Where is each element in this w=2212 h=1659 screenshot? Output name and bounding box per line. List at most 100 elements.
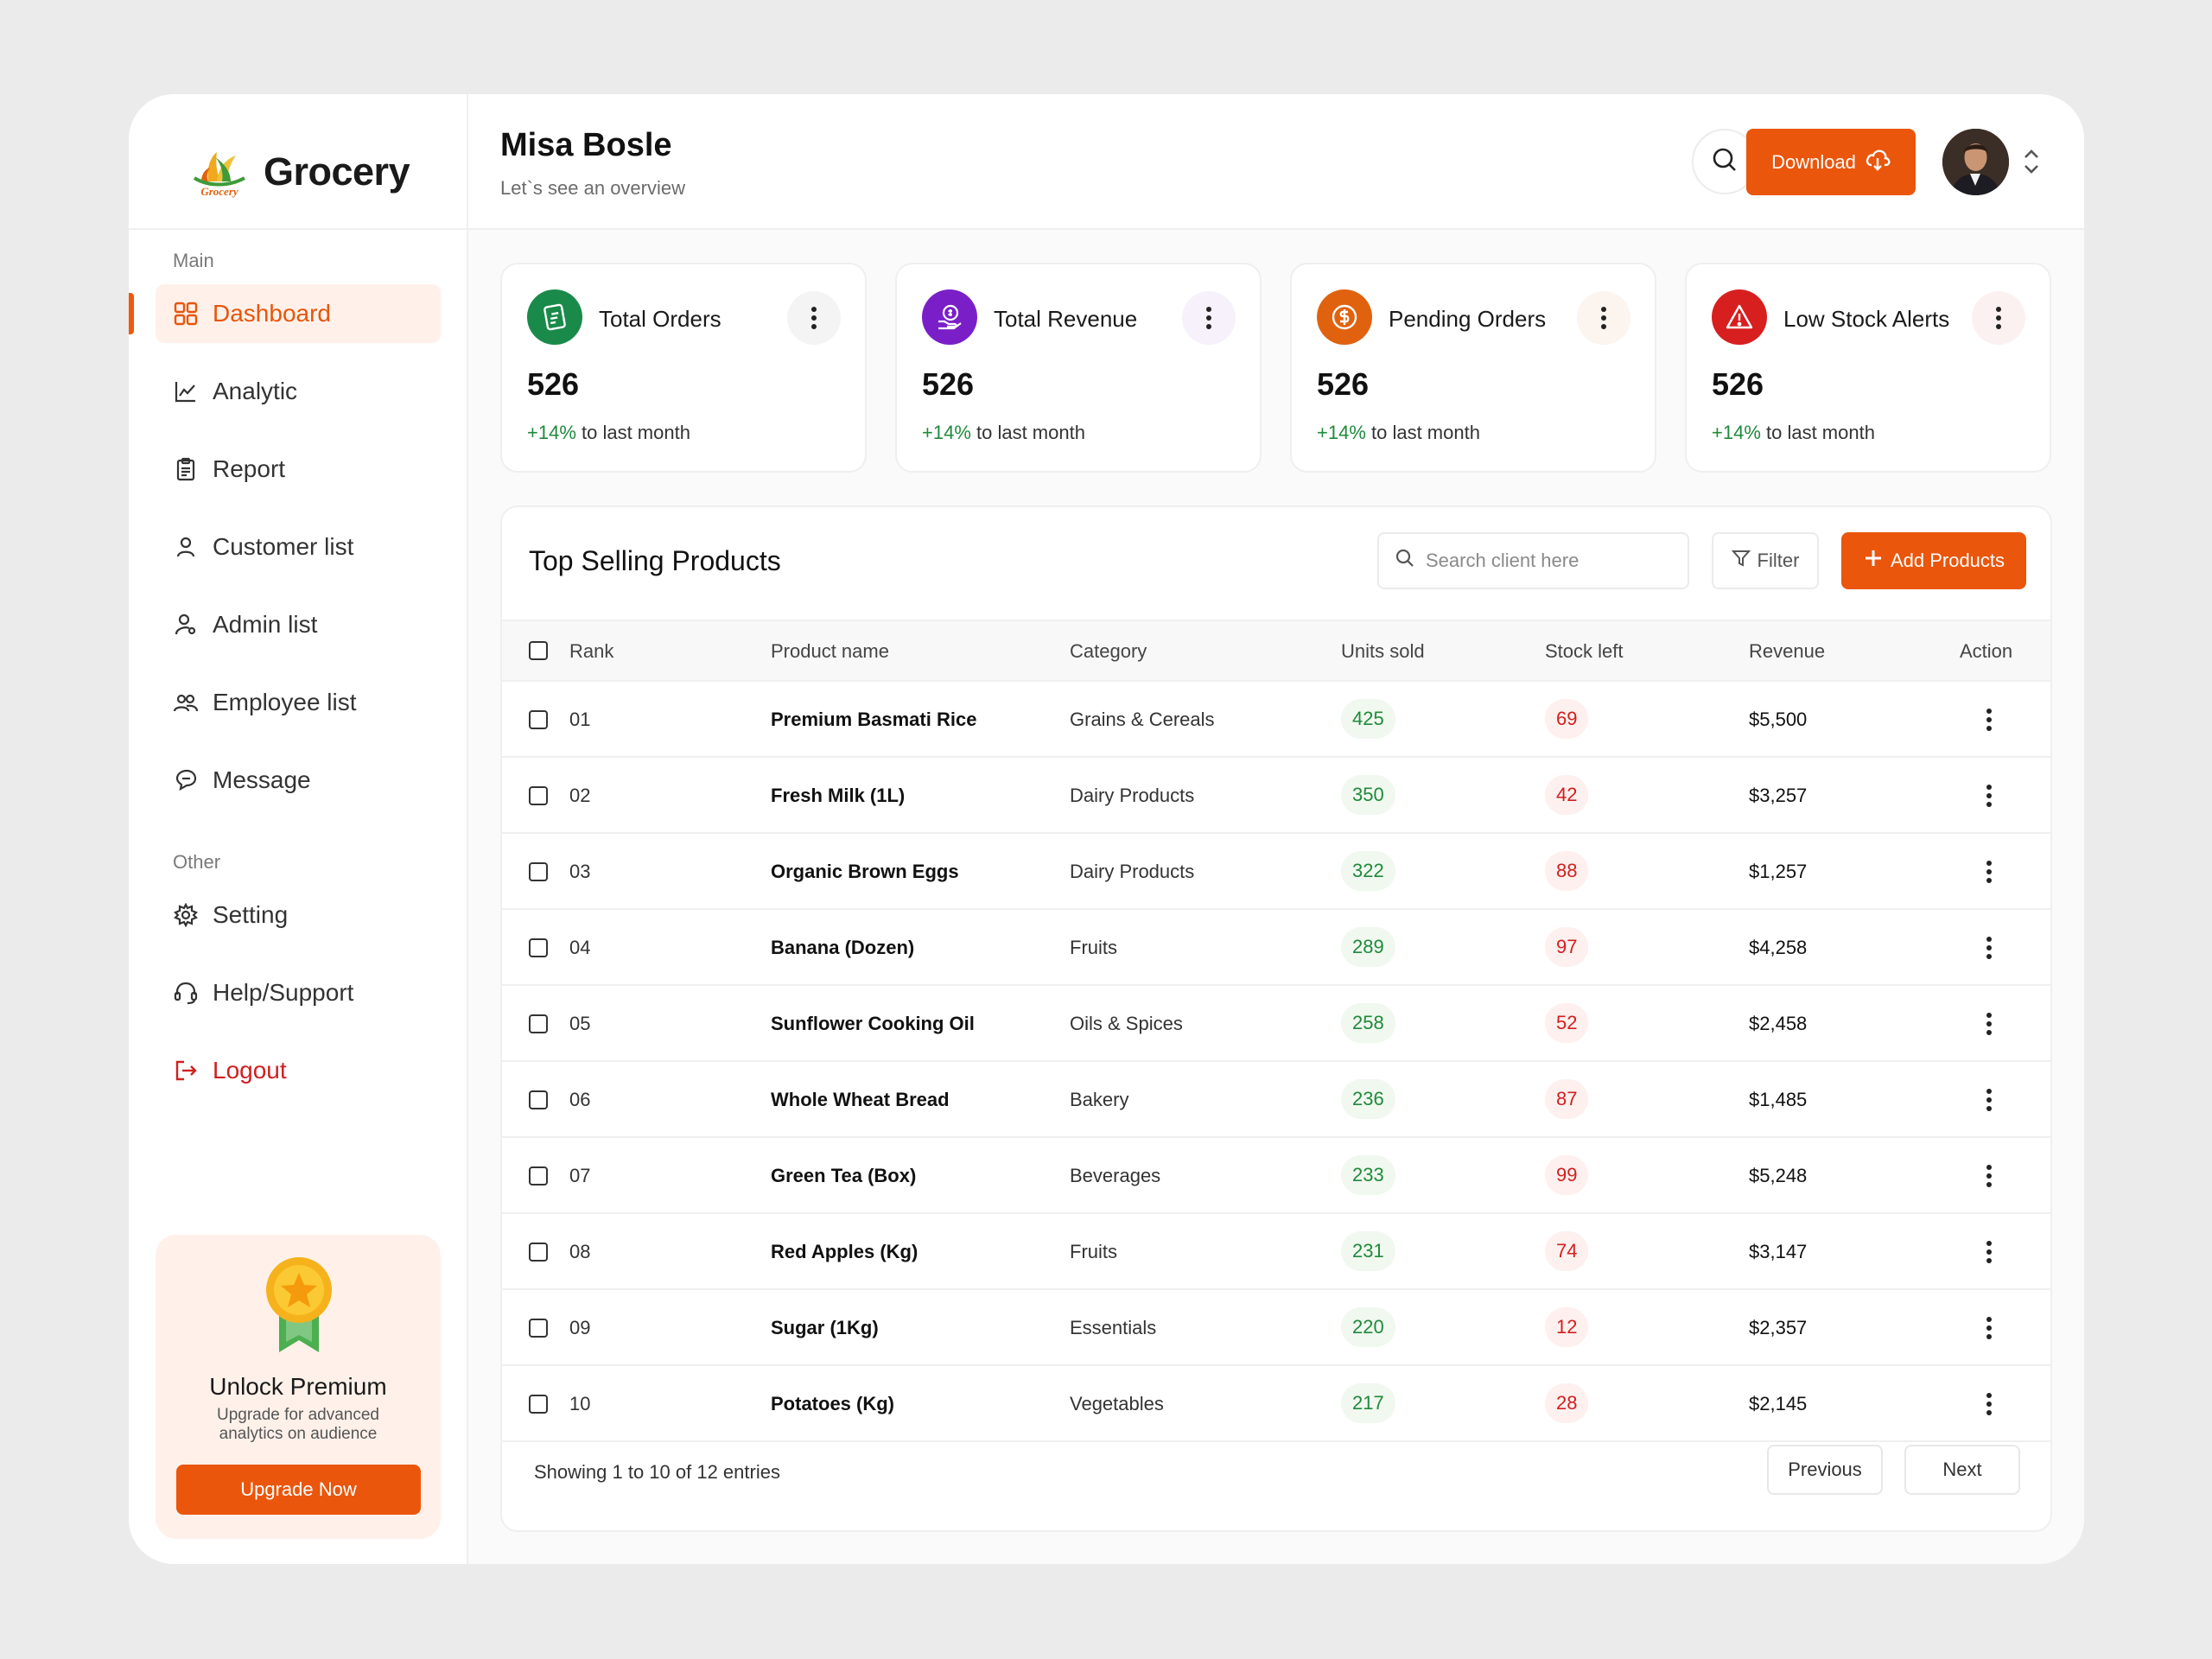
more-vertical-icon[interactable] bbox=[1985, 860, 1993, 884]
add-products-label: Add Products bbox=[1890, 550, 2005, 571]
more-vertical-icon[interactable] bbox=[1182, 291, 1236, 345]
search-input[interactable]: Search client here bbox=[1377, 532, 1689, 589]
download-button[interactable]: Download bbox=[1746, 129, 1916, 195]
row-checkbox[interactable] bbox=[529, 710, 548, 729]
user-icon bbox=[173, 534, 199, 560]
row-checkbox[interactable] bbox=[529, 938, 548, 957]
more-vertical-icon[interactable] bbox=[1985, 708, 1993, 732]
table-header: Rank Product name Category Units sold St… bbox=[502, 620, 2050, 682]
category-cell: Essentials bbox=[1070, 1317, 1157, 1338]
more-vertical-icon[interactable] bbox=[1985, 1012, 1993, 1036]
dollar-icon bbox=[1317, 289, 1372, 345]
table-row[interactable]: 09 Sugar (1Kg) Essentials 220 12 $2,357 bbox=[502, 1290, 2050, 1366]
table-row[interactable]: 10 Potatoes (Kg) Vegetables 217 28 $2,145 bbox=[502, 1366, 2050, 1442]
active-indicator bbox=[129, 293, 134, 334]
row-checkbox[interactable] bbox=[529, 1014, 548, 1033]
filter-button[interactable]: Filter bbox=[1712, 532, 1819, 589]
column-header-product-name[interactable]: Product name bbox=[771, 640, 889, 662]
table-row[interactable]: 05 Sunflower Cooking Oil Oils & Spices 258 5… bbox=[502, 986, 2050, 1062]
more-vertical-icon[interactable] bbox=[1985, 1316, 1993, 1340]
premium-title: Unlock Premium bbox=[209, 1373, 387, 1400]
revenue-cell: $2,357 bbox=[1749, 1317, 1808, 1338]
row-checkbox[interactable] bbox=[529, 786, 548, 805]
revenue-cell: $3,257 bbox=[1749, 785, 1808, 806]
select-all-checkbox[interactable] bbox=[529, 641, 548, 660]
column-header-stock-left[interactable]: Stock left bbox=[1545, 640, 1624, 662]
add-products-button[interactable]: Add Products bbox=[1841, 532, 2026, 589]
stock-left-badge: 87 bbox=[1545, 1079, 1589, 1119]
sidebar-item-label: Employee list bbox=[213, 689, 357, 715]
orders-icon bbox=[527, 289, 582, 345]
row-checkbox[interactable] bbox=[529, 1090, 548, 1109]
row-checkbox[interactable] bbox=[529, 1243, 548, 1262]
column-header-units-sold[interactable]: Units sold bbox=[1341, 640, 1425, 662]
rank-cell: 05 bbox=[569, 1013, 591, 1034]
stat-value: 526 bbox=[527, 366, 580, 402]
product-name-cell: Fresh Milk (1L) bbox=[771, 785, 906, 806]
brand[interactable]: Grocery Grocery bbox=[191, 133, 410, 211]
chevron-updown-icon[interactable] bbox=[2020, 146, 2043, 177]
next-button[interactable]: Next bbox=[1904, 1445, 2020, 1495]
more-vertical-icon[interactable] bbox=[787, 291, 841, 345]
sidebar-item-setting[interactable]: Setting bbox=[156, 886, 441, 944]
sidebar-item-logout[interactable]: Logout bbox=[156, 1041, 441, 1100]
table-row[interactable]: 03 Organic Brown Eggs Dairy Products 322 88 $… bbox=[502, 834, 2050, 910]
column-header-category[interactable]: Category bbox=[1070, 640, 1147, 662]
more-vertical-icon[interactable] bbox=[1985, 1240, 1993, 1264]
revenue-cell: $3,147 bbox=[1749, 1241, 1808, 1262]
stock-left-badge: 97 bbox=[1545, 927, 1589, 967]
sidebar-item-dashboard[interactable]: Dashboard bbox=[156, 284, 441, 343]
column-header-revenue[interactable]: Revenue bbox=[1749, 640, 1826, 662]
sidebar-item-label: Setting bbox=[213, 901, 289, 928]
more-vertical-icon[interactable] bbox=[1972, 291, 2025, 345]
more-vertical-icon[interactable] bbox=[1985, 936, 1993, 960]
product-name-cell: Red Apples (Kg) bbox=[771, 1241, 918, 1262]
more-vertical-icon[interactable] bbox=[1577, 291, 1630, 345]
sidebar: Grocery Grocery Main Dashboard Analytic … bbox=[129, 94, 468, 1564]
stat-title: Low Stock Alerts bbox=[1783, 306, 1950, 332]
product-name-cell: Sugar (1Kg) bbox=[771, 1317, 879, 1338]
chat-icon bbox=[173, 767, 199, 793]
table-row[interactable]: 08 Red Apples (Kg) Fruits 231 74 $3,147 bbox=[502, 1214, 2050, 1290]
category-cell: Dairy Products bbox=[1070, 861, 1195, 882]
more-vertical-icon[interactable] bbox=[1985, 1392, 1993, 1416]
sidebar-item-report[interactable]: Report bbox=[156, 440, 441, 499]
download-label: Download bbox=[1771, 150, 1856, 173]
sidebar-item-message[interactable]: Message bbox=[156, 751, 441, 810]
more-vertical-icon[interactable] bbox=[1985, 1088, 1993, 1112]
row-checkbox[interactable] bbox=[529, 862, 548, 881]
category-cell: Grains & Cereals bbox=[1070, 709, 1215, 730]
product-name-cell: Whole Wheat Bread bbox=[771, 1089, 950, 1110]
sidebar-item-admin-list[interactable]: Admin list bbox=[156, 595, 441, 654]
header: Misa Bosle Let`s see an overview Downloa… bbox=[468, 94, 2084, 230]
table-row[interactable]: 04 Banana (Dozen) Fruits 289 97 $4,258 bbox=[502, 910, 2050, 986]
sidebar-item-help-support[interactable]: Help/Support bbox=[156, 963, 441, 1022]
revenue-cell: $1,485 bbox=[1749, 1089, 1808, 1110]
rank-cell: 10 bbox=[569, 1393, 591, 1414]
category-cell: Fruits bbox=[1070, 1241, 1117, 1262]
rank-cell: 09 bbox=[569, 1317, 591, 1338]
page-subtitle: Let`s see an overview bbox=[500, 177, 685, 199]
column-header-rank[interactable]: Rank bbox=[569, 640, 614, 662]
table-row[interactable]: 07 Green Tea (Box) Beverages 233 99 $5,248 bbox=[502, 1138, 2050, 1214]
avatar[interactable] bbox=[1942, 129, 2009, 195]
more-vertical-icon[interactable] bbox=[1985, 784, 1993, 808]
row-checkbox[interactable] bbox=[529, 1319, 548, 1338]
sidebar-item-analytic[interactable]: Analytic bbox=[156, 362, 441, 421]
upgrade-now-button[interactable]: Upgrade Now bbox=[176, 1465, 421, 1515]
table-row[interactable]: 06 Whole Wheat Bread Bakery 236 87 $1,485 bbox=[502, 1062, 2050, 1138]
product-name-cell: Sunflower Cooking Oil bbox=[771, 1013, 975, 1034]
units-sold-badge: 350 bbox=[1341, 775, 1395, 815]
table-row[interactable]: 02 Fresh Milk (1L) Dairy Products 350 42 $3,2… bbox=[502, 758, 2050, 834]
row-checkbox[interactable] bbox=[529, 1395, 548, 1414]
previous-button[interactable]: Previous bbox=[1767, 1445, 1883, 1495]
sidebar-item-customer-list[interactable]: Customer list bbox=[156, 518, 441, 576]
sidebar-item-employee-list[interactable]: Employee list bbox=[156, 673, 441, 732]
table-row[interactable]: 01 Premium Basmati Rice Grains & Cereals 42… bbox=[502, 682, 2050, 758]
more-vertical-icon[interactable] bbox=[1985, 1164, 1993, 1188]
rank-cell: 03 bbox=[569, 861, 591, 882]
stat-change: +14% to last month bbox=[1712, 422, 1875, 443]
grocery-logo-icon: Grocery bbox=[191, 143, 248, 200]
svg-text:Grocery: Grocery bbox=[200, 185, 238, 198]
row-checkbox[interactable] bbox=[529, 1166, 548, 1185]
